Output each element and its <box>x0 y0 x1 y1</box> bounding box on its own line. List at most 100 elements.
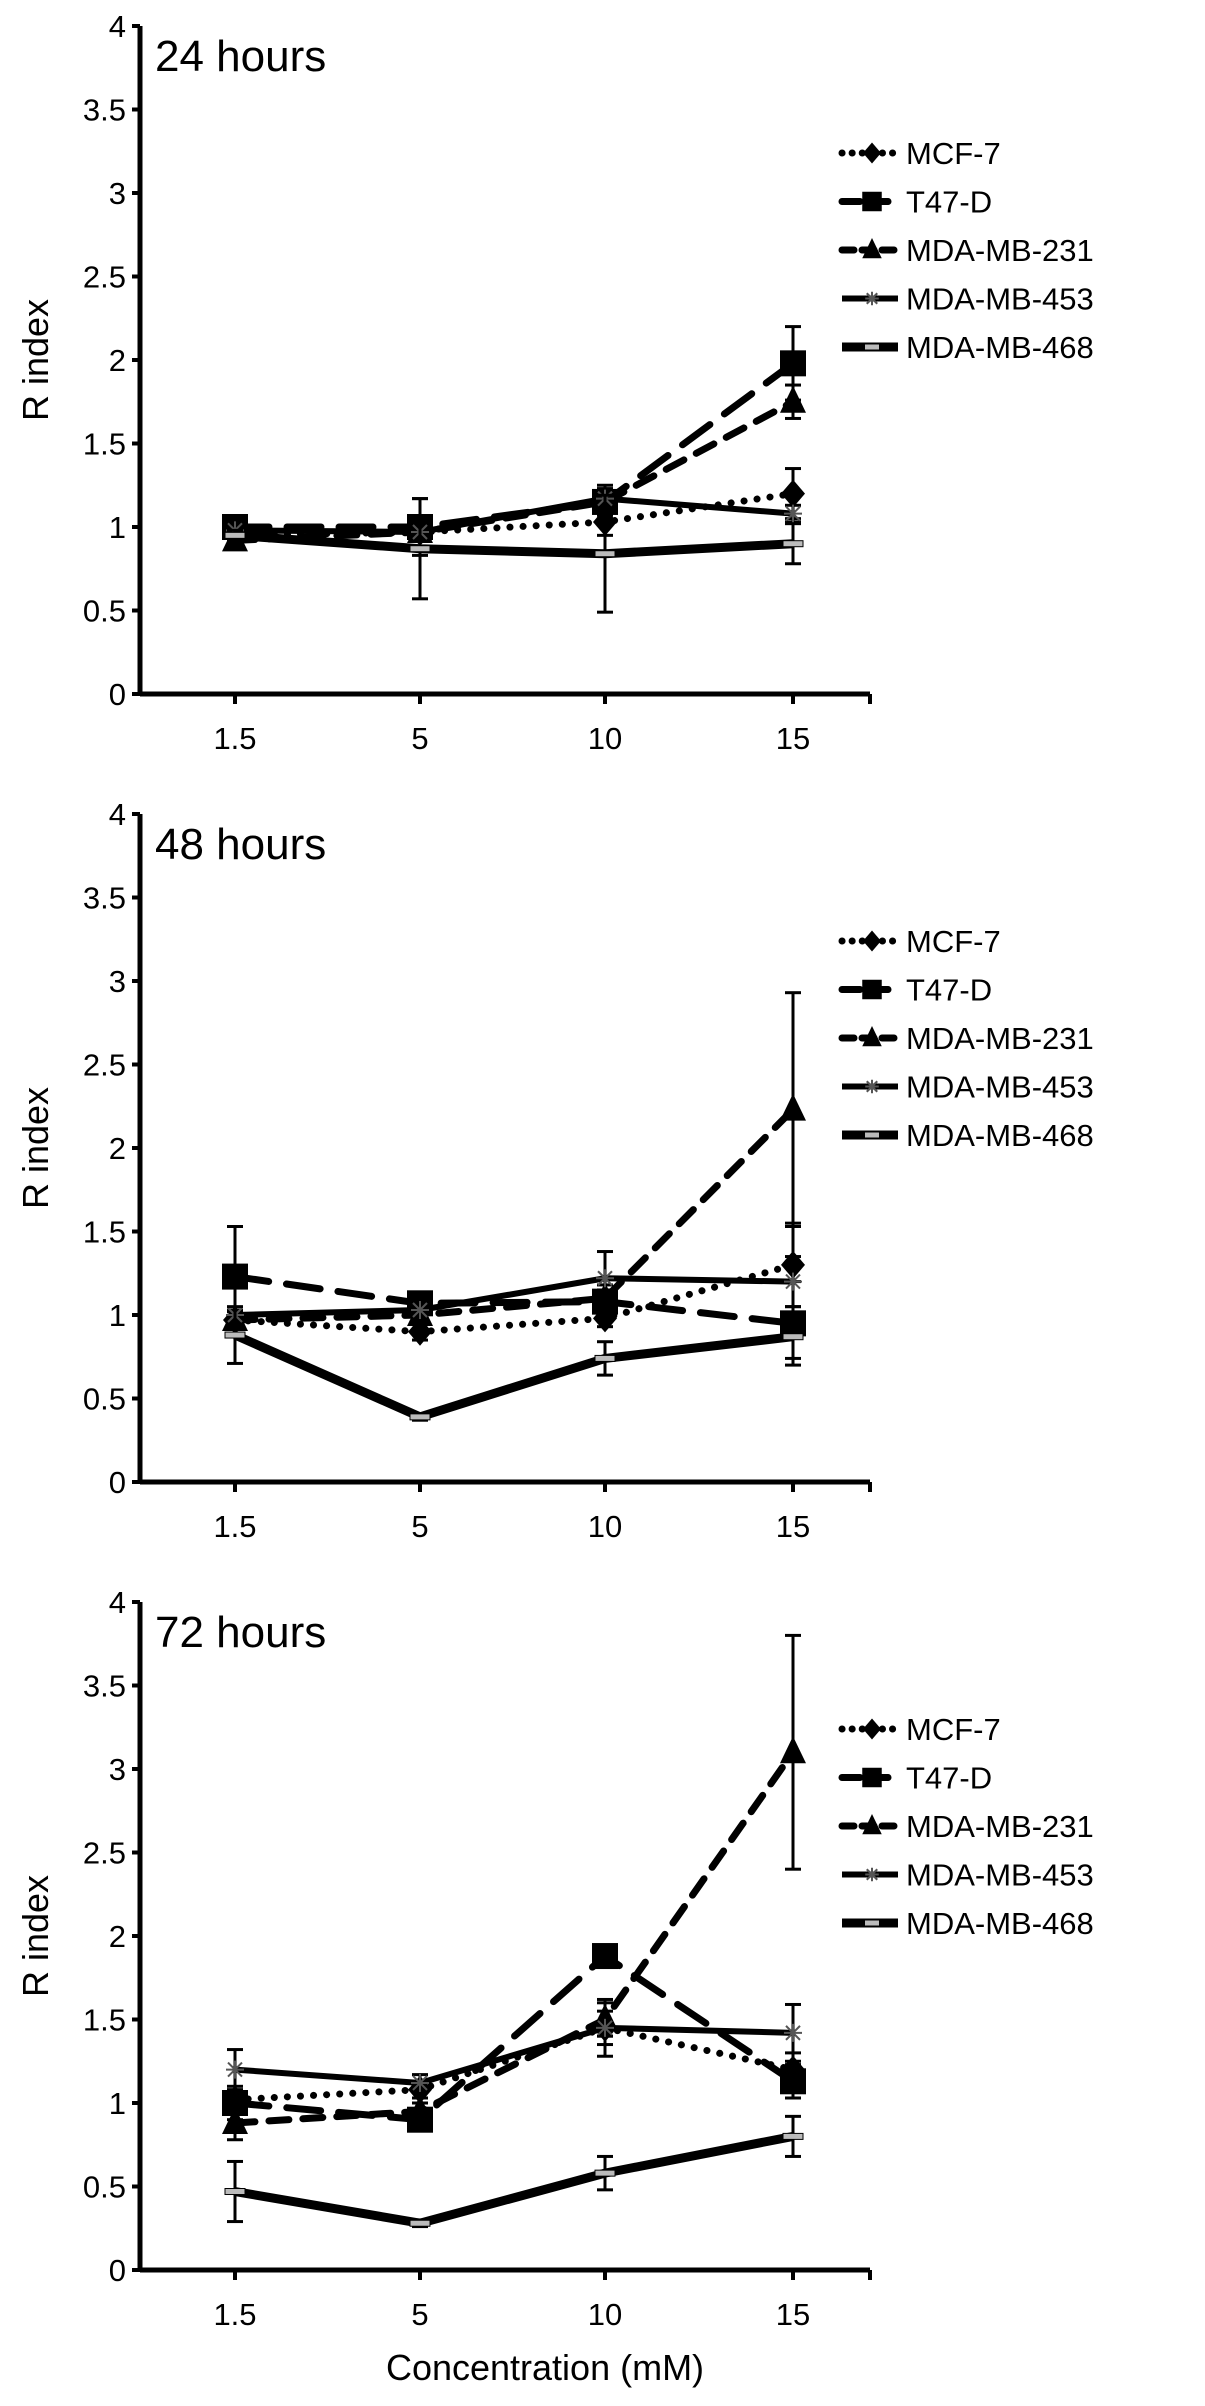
legend-item: MDA-MB-468 <box>842 1906 1094 1941</box>
y-tick-label: 1.5 <box>83 1215 126 1250</box>
y-tick-label: 0.5 <box>83 2170 126 2205</box>
star-marker <box>784 2023 802 2042</box>
triangle-marker <box>780 385 806 413</box>
y-tick-label: 1 <box>109 1298 126 1333</box>
series-MDA-MB-468 <box>224 1305 804 1422</box>
series-MDA-MB-453 <box>226 488 802 542</box>
triangle-marker <box>862 1814 882 1835</box>
y-tick-label: 2 <box>109 1919 126 1954</box>
y-tick-label: 0.5 <box>83 594 126 629</box>
y-tick-label: 2 <box>109 1131 126 1166</box>
legend-item: MDA-MB-453 <box>842 1070 1094 1105</box>
legend-label: MDA-MB-468 <box>906 330 1094 365</box>
y-tick-label: 0 <box>109 677 126 712</box>
dash-marker <box>864 1131 880 1139</box>
star-marker <box>784 1272 802 1291</box>
x-tick-label: 5 <box>411 721 428 756</box>
y-tick-label: 2 <box>109 343 126 378</box>
y-tick-label: 2.5 <box>83 1048 126 1083</box>
triangle-marker <box>407 2095 433 2123</box>
legend-label: MDA-MB-231 <box>906 1021 1094 1056</box>
series-MDA-MB-468 <box>224 2114 804 2229</box>
y-axis-label: R index <box>15 1875 56 1997</box>
x-tick-label: 5 <box>411 2297 428 2332</box>
series-line <box>234 1275 794 1318</box>
legend-label: MCF-7 <box>906 924 1001 959</box>
series-MDA-MB-453 <box>226 1997 802 2093</box>
square-marker <box>592 1943 618 1970</box>
series-line <box>234 495 794 536</box>
x-tick-label: 1.5 <box>213 2297 256 2332</box>
legend-label: MCF-7 <box>906 136 1001 171</box>
legend-label: MDA-MB-453 <box>906 282 1094 317</box>
series-T47-D <box>222 1943 806 2133</box>
y-tick-label: 3 <box>109 964 126 999</box>
diamond-marker <box>863 930 881 952</box>
star-marker <box>865 291 879 306</box>
dash-marker <box>224 2188 246 2196</box>
y-tick-label: 3 <box>109 176 126 211</box>
legend-label: MDA-MB-231 <box>906 1809 1094 1844</box>
legend-label: T47-D <box>906 185 992 220</box>
y-tick-label: 2.5 <box>83 1836 126 1871</box>
legend-item: MDA-MB-231 <box>838 1809 1094 1844</box>
legend-label: MDA-MB-231 <box>906 233 1094 268</box>
y-tick-label: 3.5 <box>83 93 126 128</box>
x-tick-label: 10 <box>588 2297 622 2332</box>
diamond-marker <box>863 142 881 164</box>
y-tick-label: 2.5 <box>83 260 126 295</box>
dash-marker <box>409 2219 431 2227</box>
series-MDA-MB-468 <box>224 493 804 614</box>
diamond-marker <box>781 479 805 508</box>
y-tick-label: 4 <box>109 797 126 832</box>
star-marker <box>411 1300 429 1319</box>
legend-item: MDA-MB-231 <box>838 1021 1094 1056</box>
y-tick-label: 0 <box>109 2253 126 2288</box>
legend-item: MDA-MB-453 <box>842 1858 1094 1893</box>
legend-item: T47-D <box>838 185 992 220</box>
series-line <box>234 530 794 559</box>
legend-item: MCF-7 <box>838 1712 1001 1747</box>
star-marker <box>865 1079 879 1094</box>
x-tick-label: 1.5 <box>213 721 256 756</box>
panel-48-hours: 0 0.5 1 1.5 2 2.5 3 3.5 4 1.5 5 10 15 48 hours R index… <box>15 797 1094 1544</box>
y-axis-label: R index <box>15 1087 56 1209</box>
panel-title: 48 hours <box>155 820 326 869</box>
series-T47-D <box>222 325 806 557</box>
y-tick-label: 1 <box>109 510 126 545</box>
star-marker <box>784 504 802 523</box>
series-line <box>231 1273 797 1327</box>
legend-label: MCF-7 <box>906 1712 1001 1747</box>
series-line <box>231 1261 797 1336</box>
y-tick-label: 4 <box>109 9 126 44</box>
star-marker <box>865 1867 879 1882</box>
y-tick-label: 0.5 <box>83 1382 126 1417</box>
series-MDA-MB-231 <box>222 1633 806 2142</box>
legend-label: T47-D <box>906 973 992 1008</box>
y-axis-label: R index <box>15 299 56 421</box>
dash-marker <box>224 531 246 539</box>
series-line <box>231 2024 797 2104</box>
x-tick-label: 10 <box>588 1509 622 1544</box>
y-tick-label: 4 <box>109 1585 126 1620</box>
square-marker <box>222 1263 248 1290</box>
panel-72-hours: 0 0.5 1 1.5 2 2.5 3 3.5 4 1.5 5 10 15 72 hours R index… <box>15 1585 1094 2388</box>
series-line <box>231 1952 797 2124</box>
triangle-marker <box>862 1026 882 1047</box>
star-marker <box>596 1269 614 1288</box>
dash-marker <box>409 545 431 553</box>
series-line <box>233 1330 794 1422</box>
triangle-marker <box>862 238 882 259</box>
legend-item: MCF-7 <box>838 136 1001 171</box>
series-line <box>231 1106 797 1324</box>
dash-marker <box>864 343 880 351</box>
square-marker <box>780 2068 806 2095</box>
x-tick-label: 5 <box>411 1509 428 1544</box>
panel-title: 72 hours <box>155 1608 326 1657</box>
x-tick-label: 15 <box>776 721 810 756</box>
triangle-marker <box>780 1736 806 1764</box>
series-line <box>234 2131 794 2228</box>
dash-marker <box>594 2169 616 2177</box>
y-tick-label: 0 <box>109 1465 126 1500</box>
dash-marker <box>864 1919 880 1927</box>
